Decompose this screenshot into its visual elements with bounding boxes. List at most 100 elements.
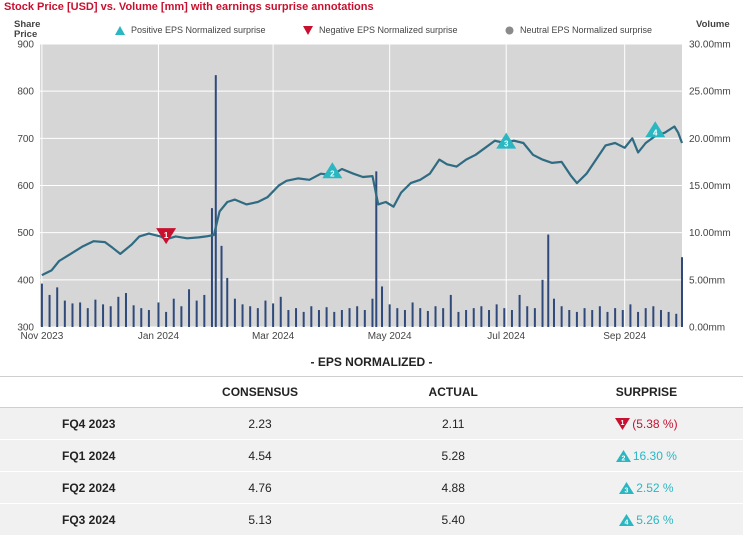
volume-bar	[644, 308, 647, 327]
eps-row: FQ1 2024 4.54 5.28 2 16.30 %	[0, 439, 743, 472]
x-tick-label: Sep 2024	[603, 331, 646, 342]
volume-bar	[598, 306, 601, 327]
legend-neutral-label: Neutral EPS Normalized surprise	[520, 25, 653, 35]
positive-triangle-icon	[322, 162, 343, 179]
y-tick-label: 600	[17, 181, 34, 192]
y-tick-label: 400	[17, 275, 34, 286]
volume-bar	[621, 310, 624, 327]
volume-bar	[56, 287, 59, 327]
annotation-label: 1	[164, 231, 169, 240]
y2-axis-ticks: 0.00mm 5.00mm 10.00mm 15.00mm 20.00mm 25.00mm…	[689, 40, 731, 334]
eps-actual: 2.11	[356, 407, 550, 440]
volume-bar	[157, 302, 160, 327]
y2-tick-label: 15.00mm	[689, 181, 731, 192]
eps-surprise: 2 16.30 %	[549, 439, 743, 472]
eps-surprise: 1 (5.38 %)	[549, 407, 743, 440]
volume-bar	[591, 310, 594, 327]
negative-triangle-icon	[156, 228, 177, 245]
eps-surprise-value: (5.38 %)	[632, 416, 678, 431]
volume-bar	[552, 298, 555, 327]
eps-consensus: 2.23	[163, 407, 357, 440]
eps-table: CONSENSUS ACTUAL SURPRISE FQ4 2023 2.23 …	[0, 376, 743, 536]
neutral-circle-icon	[505, 26, 514, 34]
annotation-label: 4	[653, 128, 658, 137]
volume-bar	[533, 308, 536, 327]
volume-bar	[40, 283, 43, 327]
earnings-annotation: 1	[156, 228, 177, 245]
volume-bar	[79, 302, 82, 327]
volume-bar	[295, 308, 298, 327]
earnings-annotation: 4	[645, 121, 666, 138]
volume-bar	[541, 279, 544, 327]
volume-bar	[411, 302, 414, 327]
volume-bar	[109, 306, 112, 327]
positive-triangle-icon	[496, 132, 517, 149]
volume-bar	[249, 306, 252, 327]
price-volume-chart: 1 2 3 4 300 400 500 600 700 800 900 0.00mm 5.00mm 1…	[17, 40, 731, 343]
y2-tick-label: 25.00mm	[689, 87, 731, 98]
eps-consensus: 4.76	[163, 471, 357, 504]
x-tick-label: Nov 2023	[21, 331, 64, 342]
x-axis-ticks: Nov 2023 Jan 2024 Mar 2024 May 2024 Jul 2024…	[21, 331, 647, 342]
volume-bar	[426, 310, 429, 327]
badge-number: 3	[625, 488, 629, 495]
volume-bar	[675, 313, 678, 327]
volume-bar	[348, 308, 351, 327]
volume-bar	[71, 303, 74, 327]
volume-bar	[659, 310, 662, 327]
volume-bar	[203, 294, 206, 327]
volume-bar	[180, 306, 183, 327]
negative-triangle-icon: 1	[615, 418, 631, 431]
chart-title: Stock Price [USD] vs. Volume [mm] with e…	[4, 1, 374, 13]
volume-bar	[667, 311, 670, 327]
volume-bar	[102, 304, 105, 327]
eps-header-period	[0, 376, 164, 408]
grid	[40, 43, 682, 328]
eps-row: FQ4 2023 2.23 2.11 1 (5.38 %)	[0, 407, 743, 440]
eps-period: FQ4 2023	[0, 407, 164, 440]
eps-header-actual: ACTUAL	[356, 376, 550, 408]
y2-tick-label: 20.00mm	[689, 134, 731, 145]
y-tick-label: 900	[17, 40, 34, 51]
positive-triangle-icon: 4	[619, 514, 635, 527]
volume-bar	[442, 308, 445, 327]
x-tick-label: Jul 2024	[487, 331, 525, 342]
annotation-label: 3	[504, 140, 509, 149]
volume-bar	[606, 311, 609, 327]
volume-bar	[132, 305, 135, 327]
volume-bar	[403, 310, 406, 327]
negative-triangle-icon	[303, 25, 313, 35]
volume-bar	[214, 75, 217, 327]
volume-bar	[333, 311, 336, 327]
volume-bar	[117, 296, 120, 327]
volume-bar	[310, 306, 313, 327]
eps-surprise: 4 5.26 %	[549, 503, 743, 536]
volume-bar	[94, 299, 97, 327]
eps-period: FQ3 2024	[0, 503, 164, 536]
price-line	[41, 125, 684, 277]
volume-bar	[503, 308, 506, 327]
volume-bar	[449, 294, 452, 327]
legend-negative-label: Negative EPS Normalized surprise	[319, 25, 458, 35]
y-axis-ticks: 300 400 500 600 700 800 900	[17, 40, 34, 334]
volume-bar	[637, 311, 640, 327]
volume-bar	[681, 257, 683, 327]
volume-bar	[547, 234, 550, 327]
legend-positive-label: Positive EPS Normalized surprise	[131, 25, 266, 35]
badge-number: 4	[625, 520, 629, 527]
volume-bar	[226, 277, 229, 327]
eps-header-surprise: SURPRISE	[549, 376, 743, 408]
volume-bar	[465, 310, 468, 327]
volume-bar	[272, 303, 275, 327]
eps-period: FQ1 2024	[0, 439, 164, 472]
y-tick-label: 700	[17, 134, 34, 145]
volume-bar	[375, 171, 378, 327]
eps-actual: 4.88	[356, 471, 550, 504]
volume-bar	[495, 304, 498, 327]
volume-bar	[124, 293, 127, 327]
volume-bar	[356, 306, 359, 327]
eps-surprise-value: 5.26 %	[636, 512, 674, 527]
volume-bar	[568, 310, 571, 327]
positive-triangle-icon	[115, 25, 125, 35]
volume-bar	[396, 308, 399, 327]
